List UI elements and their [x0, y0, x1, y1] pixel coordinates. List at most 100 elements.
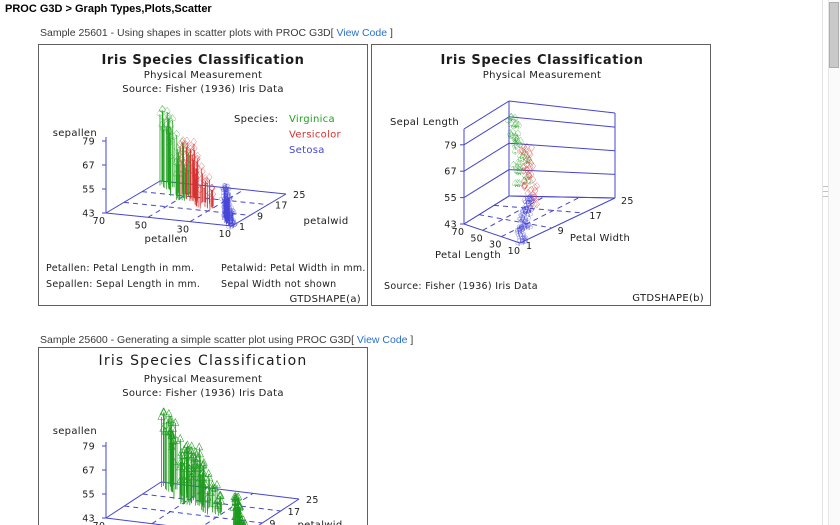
corner-label: GTDSHAPE(a) [290, 294, 362, 305]
marker-glyph: △ [209, 482, 217, 493]
sample-caption-25600: Sample 25600 - Generating a simple scatt… [40, 334, 413, 346]
marker-glyph: ♢ [197, 161, 207, 173]
marker-glyph: ♤ [185, 148, 195, 160]
marker-glyph: ♤ [158, 104, 168, 116]
marker-glyph: ♤ [509, 160, 519, 172]
marker-glyph: ♧ [228, 207, 238, 219]
marker-glyph: ♤ [510, 145, 520, 157]
vertical-scrollbar-thumb[interactable] [829, 2, 839, 68]
marker-glyph: ♢ [186, 141, 196, 153]
marker-glyph: ♢ [522, 142, 532, 154]
marker-glyph: ♢ [530, 199, 540, 211]
marker-glyph: △ [184, 439, 192, 450]
marker-glyph: ♤ [512, 135, 522, 147]
marker-glyph: ♤ [514, 160, 524, 172]
marker-glyph: △ [207, 486, 215, 497]
marker-glyph: △ [166, 414, 174, 425]
base-grid [493, 204, 584, 214]
marker-glyph: ♢ [520, 180, 530, 192]
view-code-link-25600[interactable]: View Code [356, 334, 408, 346]
marker-glyph: ♢ [198, 166, 208, 178]
chart-subtitle: Source: Fisher (1936) Iris Data [122, 388, 284, 399]
marker-glyph: ♧ [229, 218, 239, 230]
marker-glyph: ♧ [514, 223, 524, 235]
footnote: Petallen: Petal Length in mm. [46, 263, 194, 274]
marker-glyph: ♧ [517, 213, 527, 225]
marker-glyph: △ [170, 456, 178, 467]
marker-glyph: ♧ [519, 205, 529, 217]
marker-glyph: ♢ [205, 172, 215, 184]
marker-glyph: ♢ [522, 160, 532, 172]
view-code-link-25601[interactable]: View Code [336, 27, 388, 39]
wall-grid [463, 142, 510, 172]
marker-glyph: △ [205, 467, 213, 478]
base-edge [258, 498, 300, 525]
marker-glyph: ♧ [227, 205, 237, 217]
marker-glyph: ♤ [162, 105, 172, 117]
marker-glyph: ♢ [207, 183, 217, 195]
y-tick-label: 79 [82, 137, 95, 148]
marker-glyph: ♤ [164, 111, 174, 123]
marker-glyph: △ [213, 478, 221, 489]
marker-glyph: ♤ [161, 120, 171, 132]
breadcrumb: PROC G3D > Graph Types,Plots,Scatter [5, 3, 212, 15]
x-axis-label: petallen [145, 234, 188, 245]
marker-glyph: ♧ [520, 205, 530, 217]
marker-glyph: △ [165, 408, 173, 419]
marker-glyph: ♤ [515, 178, 525, 190]
x-tick-label: 70 [93, 216, 106, 227]
marker-glyph: ♢ [185, 154, 195, 166]
marker-glyph: △ [160, 406, 168, 417]
marker-glyph: △ [198, 467, 206, 478]
marker-glyph: △ [209, 483, 217, 494]
sample-caption-25601: Sample 25601 - Using shapes in scatter p… [40, 27, 393, 39]
marker-glyph: △ [188, 445, 196, 456]
base-grid [189, 189, 245, 223]
marker-glyph: ♢ [531, 185, 541, 197]
x-tick-label: 50 [470, 233, 483, 244]
marker-glyph: ♤ [511, 131, 521, 143]
marker-glyph: ♧ [225, 205, 235, 217]
marker-glyph: △ [192, 449, 200, 460]
marker-glyph: ♧ [515, 228, 525, 240]
marker-glyph: △ [184, 444, 192, 455]
marker-glyph: △ [168, 430, 176, 441]
marker-glyph: ♤ [516, 166, 526, 178]
y-tick-label: 79 [444, 140, 457, 151]
marker-glyph: ♢ [528, 174, 538, 186]
y-tick-label: 55 [444, 193, 457, 204]
marker-glyph: ♢ [199, 181, 209, 193]
marker-glyph: △ [168, 428, 176, 439]
base-grid [501, 196, 580, 238]
marker-glyph: ♤ [168, 113, 178, 125]
marker-glyph: △ [187, 459, 195, 470]
marker-glyph: ♢ [524, 155, 534, 167]
marker-glyph: ♤ [512, 166, 522, 178]
marker-glyph: △ [167, 417, 175, 428]
marker-glyph: ♤ [523, 153, 533, 165]
marker-glyph: △ [162, 415, 170, 426]
marker-glyph: ♧ [525, 194, 535, 206]
marker-glyph: ♧ [522, 220, 532, 232]
marker-glyph: △ [173, 434, 181, 445]
vertical-scrollbar-track[interactable] [828, 0, 840, 525]
marker-glyph: △ [234, 504, 242, 515]
marker-glyph: ♢ [187, 157, 197, 169]
base-grid [147, 184, 203, 218]
marker-glyph: ♢ [530, 182, 540, 194]
marker-glyph: ♧ [225, 191, 235, 203]
z-tick-label: 1 [526, 241, 532, 252]
marker-glyph: ♧ [518, 220, 528, 232]
marker-glyph: ♢ [519, 166, 529, 178]
marker-glyph: △ [194, 452, 202, 463]
bracket: ] [387, 27, 393, 39]
marker-glyph: ♤ [521, 170, 531, 182]
x-tick-label: 30 [177, 225, 190, 236]
marker-glyph: ♧ [526, 194, 536, 206]
splitter-grip-icon[interactable] [823, 186, 831, 197]
marker-glyph: ♢ [192, 154, 202, 166]
marker-glyph: ♧ [218, 193, 228, 205]
chart-simple-scatter: Iris Species Classification Physical Meas… [38, 347, 368, 525]
marker-glyph: △ [217, 496, 225, 507]
wall-grid [463, 169, 510, 199]
